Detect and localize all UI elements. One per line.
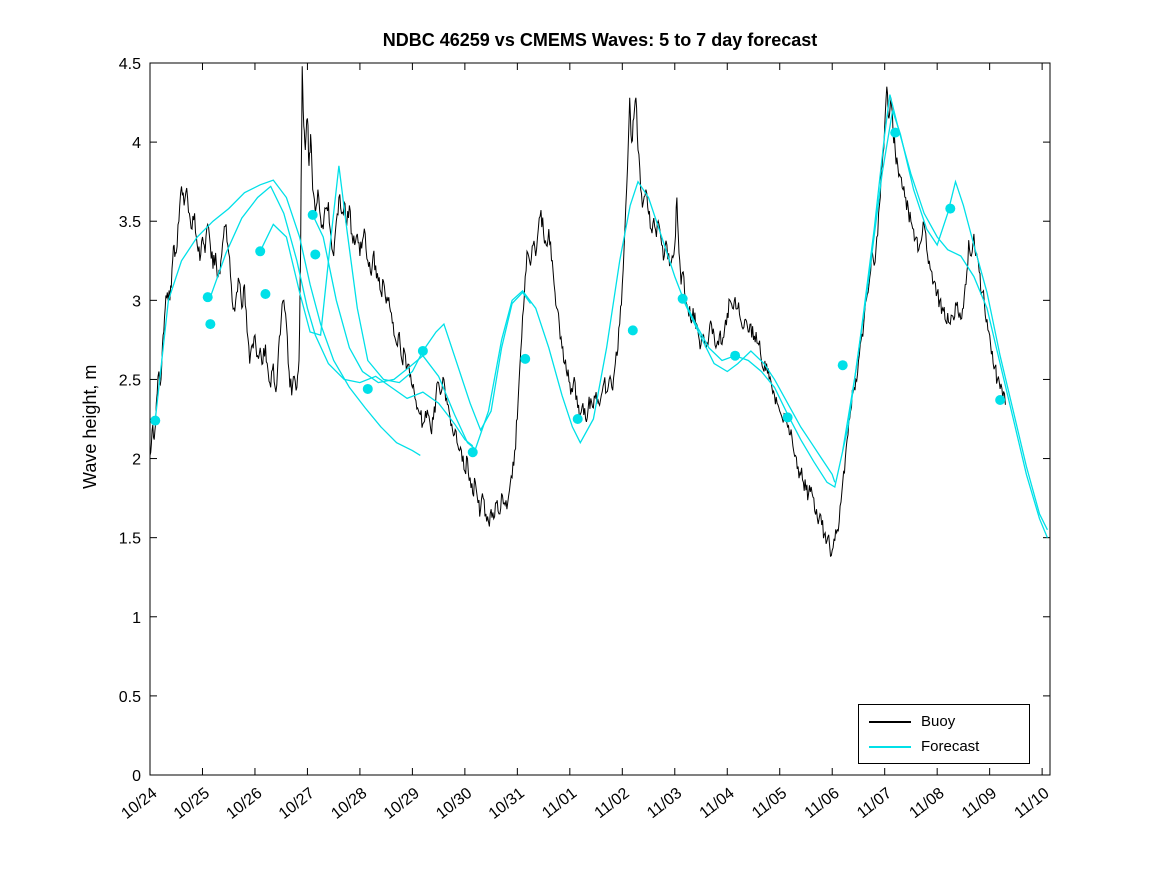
legend-entry-buoy: Buoy [869,713,1029,730]
y-tick-label: 2.5 [119,372,141,389]
legend-entry-forecast: Forecast [869,738,1029,755]
forecast-marker [362,383,373,394]
y-tick-label: 3.5 [119,214,141,231]
forecast-marker [307,209,318,220]
y-tick-label: 2 [132,452,141,469]
x-tick-label: 11/04 [697,785,738,822]
x-tick-label: 10/26 [223,785,265,823]
x-tick-label: 11/06 [802,785,843,822]
x-tick-label: 11/08 [907,785,948,822]
forecast-marker [837,360,848,371]
x-tick-label: 11/01 [539,785,580,822]
axes-box [149,62,1051,776]
forecast-marker [782,412,793,423]
y-tick-label: 1.5 [119,531,141,548]
x-tick-label: 11/07 [854,785,895,822]
x-tick-label: 11/03 [644,785,685,822]
forecast-line [842,110,1048,531]
forecast-marker [255,246,266,257]
forecast-marker [677,293,688,304]
forecast-marker [520,353,531,364]
forecast-line [312,94,1049,538]
forecast-line-sample [869,745,911,748]
forecast-marker [890,127,901,138]
y-tick-label: 0.5 [119,689,141,706]
forecast-line [259,165,532,432]
forecast-line [154,179,421,456]
buoy-line [150,66,1006,558]
x-tick-label: 11/02 [592,785,633,822]
legend: Buoy Forecast [858,704,1030,764]
x-tick-label: 10/24 [118,785,160,823]
forecast-line [682,298,836,483]
x-tick-label: 10/29 [381,785,423,823]
x-tick-label: 10/25 [171,785,213,823]
forecast-line [209,185,474,447]
chart-title: NDBC 46259 vs CMEMS Waves: 5 to 7 day fo… [382,30,818,50]
x-tick-label: 11/10 [1012,785,1053,822]
x-tick-label: 11/05 [749,785,790,822]
y-tick-label: 0 [132,768,141,785]
forecast-marker [995,395,1006,406]
forecast-marker [260,289,271,300]
forecast-marker [310,249,321,260]
x-tick-label: 10/31 [486,785,528,823]
legend-label-buoy: Buoy [921,713,956,730]
forecast-marker [730,350,741,361]
forecast-marker [202,292,213,303]
forecast-marker [467,447,478,458]
y-tick-label: 3 [132,293,141,310]
forecast-marker [205,319,216,330]
forecast-marker [417,345,428,356]
legend-label-forecast: Forecast [921,738,980,755]
x-tick-label: 10/30 [433,785,475,823]
x-tick-label: 10/27 [276,785,318,823]
y-tick-label: 1 [132,610,141,627]
x-tick-label: 11/09 [959,785,1000,822]
y-tick-label: 4 [132,135,141,152]
y-tick-label: 4.5 [119,56,141,73]
x-tick-label: 10/28 [328,785,370,823]
forecast-marker [627,325,638,336]
forecast-marker [945,203,956,214]
forecast-marker [572,414,583,424]
forecast-marker [150,415,161,426]
buoy-line-sample [869,720,911,723]
